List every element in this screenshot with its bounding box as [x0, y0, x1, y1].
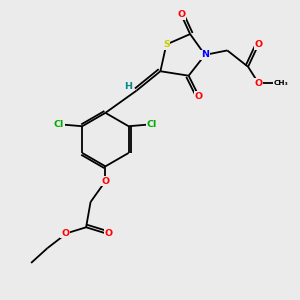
Text: H: H: [124, 82, 132, 91]
Text: N: N: [201, 50, 209, 59]
Text: O: O: [101, 177, 110, 186]
Text: O: O: [105, 229, 113, 238]
Text: O: O: [61, 229, 69, 238]
Text: O: O: [254, 40, 262, 49]
Text: CH₃: CH₃: [273, 80, 288, 86]
Text: Cl: Cl: [54, 120, 64, 129]
Text: O: O: [177, 10, 185, 19]
Text: O: O: [254, 79, 262, 88]
Text: Cl: Cl: [147, 120, 157, 129]
Text: S: S: [163, 40, 170, 49]
Text: O: O: [195, 92, 203, 101]
